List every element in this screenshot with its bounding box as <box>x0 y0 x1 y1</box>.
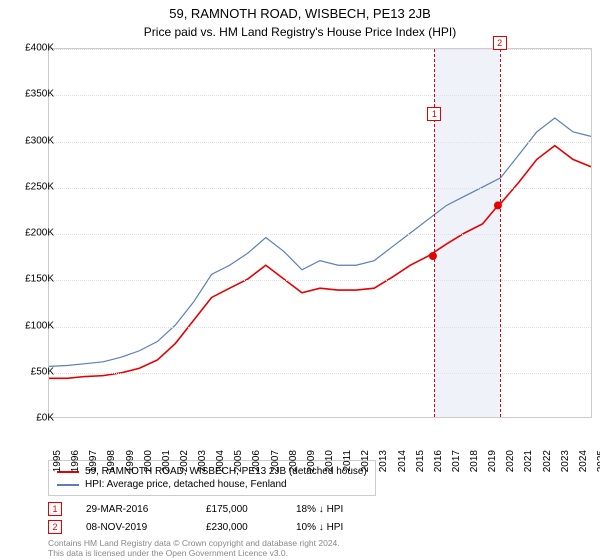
x-axis-label: 2003 <box>197 450 208 472</box>
y-axis-label: £0K <box>10 413 54 424</box>
gridline <box>49 373 591 374</box>
x-axis-label: 1996 <box>70 450 81 472</box>
x-axis-label: 2014 <box>397 450 408 472</box>
gridline <box>49 49 591 50</box>
marker-dot <box>494 201 502 209</box>
legend-item: HPI: Average price, detached house, Fenl… <box>57 478 367 491</box>
x-axis-label: 2005 <box>233 450 244 472</box>
chart-subtitle: Price paid vs. HM Land Registry's House … <box>0 21 600 45</box>
x-axis-label: 2017 <box>451 450 462 472</box>
marker-dash-line <box>434 49 435 417</box>
y-axis-label: £400K <box>10 43 54 54</box>
x-axis-label: 2020 <box>505 450 516 472</box>
marker-badge: 2 <box>48 520 62 534</box>
legend-item: 59, RAMNOTH ROAD, WISBECH, PE13 2JB (det… <box>57 465 367 478</box>
x-axis-label: 2004 <box>215 450 226 472</box>
gridline <box>49 142 591 143</box>
chart-svg <box>49 49 591 417</box>
x-axis-label: 2006 <box>251 450 262 472</box>
table-row: 2 08-NOV-2019 £230,000 10% ↓ HPI <box>48 518 396 536</box>
legend-label: HPI: Average price, detached house, Fenl… <box>85 479 287 490</box>
legend-swatch <box>57 484 79 486</box>
chart-plot-area: 12 <box>48 48 592 418</box>
chart-container: 59, RAMNOTH ROAD, WISBECH, PE13 2JB Pric… <box>0 0 600 560</box>
y-axis-label: £250K <box>10 181 54 192</box>
footer-line: Contains HM Land Registry data © Crown c… <box>48 538 340 548</box>
gridline <box>49 188 591 189</box>
series-line <box>49 118 591 366</box>
y-axis-label: £350K <box>10 89 54 100</box>
y-axis-label: £50K <box>10 366 54 377</box>
x-axis-label: 2025 <box>596 450 600 472</box>
transaction-vs-hpi: 18% ↓ HPI <box>296 504 396 515</box>
marker-badge: 1 <box>48 502 62 516</box>
gridline <box>49 327 591 328</box>
transaction-table: 1 29-MAR-2016 £175,000 18% ↓ HPI 2 08-NO… <box>48 500 396 536</box>
transaction-price: £230,000 <box>206 522 296 533</box>
series-line <box>49 146 591 379</box>
x-axis-label: 1997 <box>88 450 99 472</box>
x-axis-label: 2015 <box>415 450 426 472</box>
x-axis-label: 2011 <box>342 450 353 472</box>
x-axis-label: 2023 <box>560 450 571 472</box>
footer-attribution: Contains HM Land Registry data © Crown c… <box>48 538 340 558</box>
x-axis-label: 2018 <box>469 450 480 472</box>
transaction-date: 08-NOV-2019 <box>86 522 206 533</box>
gridline <box>49 95 591 96</box>
x-axis-label: 2002 <box>179 450 190 472</box>
y-axis-label: £100K <box>10 320 54 331</box>
gridline <box>49 280 591 281</box>
transaction-date: 29-MAR-2016 <box>86 504 206 515</box>
x-axis-label: 1998 <box>106 450 117 472</box>
x-axis-label: 2021 <box>523 450 534 472</box>
x-axis-label: 2024 <box>578 450 589 472</box>
gridline <box>49 234 591 235</box>
y-axis-label: £200K <box>10 228 54 239</box>
footer-line: This data is licensed under the Open Gov… <box>48 548 340 558</box>
y-axis-label: £300K <box>10 135 54 146</box>
x-axis-label: 2013 <box>378 450 389 472</box>
x-axis-label: 2000 <box>143 450 154 472</box>
chart-title: 59, RAMNOTH ROAD, WISBECH, PE13 2JB <box>0 0 600 21</box>
transaction-vs-hpi: 10% ↓ HPI <box>296 522 396 533</box>
chart-marker-badge: 2 <box>493 36 507 50</box>
y-axis-label: £150K <box>10 274 54 285</box>
x-axis-label: 1999 <box>125 450 136 472</box>
x-axis-label: 2012 <box>360 450 371 472</box>
x-axis-label: 2009 <box>306 450 317 472</box>
marker-dash-line <box>500 49 501 417</box>
marker-dot <box>429 252 437 260</box>
x-axis-label: 2016 <box>433 450 444 472</box>
x-axis-label: 2022 <box>542 450 553 472</box>
transaction-price: £175,000 <box>206 504 296 515</box>
table-row: 1 29-MAR-2016 £175,000 18% ↓ HPI <box>48 500 396 518</box>
x-axis-label: 2001 <box>161 450 172 472</box>
x-axis-label: 2019 <box>487 450 498 472</box>
chart-marker-badge: 1 <box>427 107 441 121</box>
x-axis-label: 2008 <box>288 450 299 472</box>
x-axis-label: 2007 <box>270 450 281 472</box>
x-axis-label: 1995 <box>52 450 63 472</box>
x-axis-label: 2010 <box>324 450 335 472</box>
